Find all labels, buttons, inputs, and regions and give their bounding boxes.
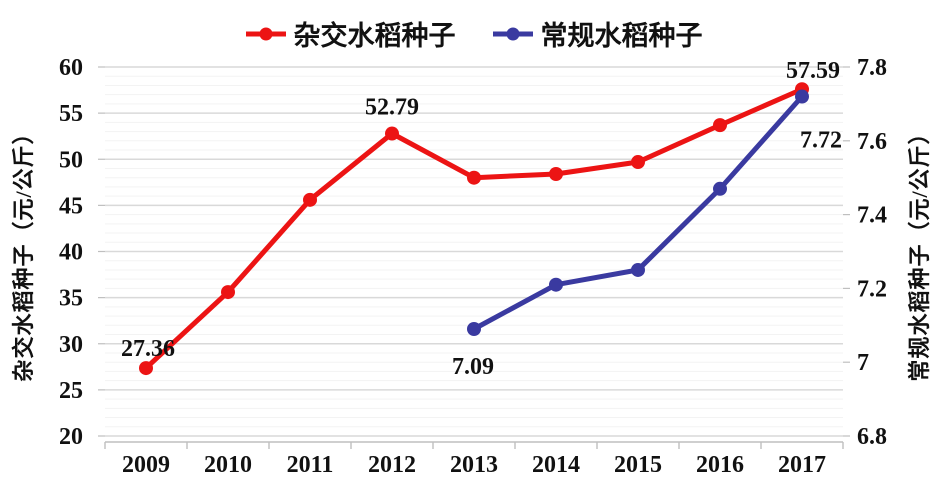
- x-axis-category-label: 2013: [450, 452, 498, 478]
- data-point-marker-0: [303, 192, 317, 207]
- right-axis-tick-label: 7.8: [857, 55, 887, 81]
- data-label: 7.72: [800, 128, 842, 154]
- legend-marker-conventional-line-dot-icon: [492, 27, 533, 40]
- data-point-marker-0: [221, 285, 235, 300]
- data-point-marker-1: [795, 89, 809, 104]
- right-axis-tick-label: 7.2: [857, 276, 887, 302]
- x-axis-category-label: 2012: [368, 452, 416, 478]
- left-axis-tick-label: 20: [59, 424, 83, 450]
- chart-legend: 杂交水稻种子 常规水稻种子: [0, 14, 947, 53]
- right-axis-tick-label: 7.6: [857, 129, 887, 155]
- data-label: 57.59: [786, 58, 840, 84]
- right-axis-tick-label: 7: [857, 350, 869, 376]
- x-axis-category-label: 2014: [532, 452, 580, 478]
- right-axis-tick-label: 7.4: [857, 203, 887, 229]
- data-point-marker-0: [631, 155, 645, 170]
- data-label: 7.09: [452, 354, 494, 380]
- left-axis-title: 杂交水稻种子（元/公斤）: [11, 121, 36, 381]
- right-axis-title: 常规水稻种子（元/公斤）: [907, 121, 932, 381]
- x-axis-category-label: 2017: [778, 452, 826, 478]
- data-point-marker-0: [385, 126, 399, 141]
- legend-label-conventional: 常规水稻种子: [540, 21, 703, 51]
- data-point-marker-1: [467, 321, 481, 336]
- legend-marker-hybrid-line-dot-icon: [245, 27, 286, 40]
- left-axis-tick-label: 60: [59, 55, 83, 81]
- left-axis-tick-label: 50: [59, 147, 83, 173]
- data-point-marker-0: [467, 170, 481, 185]
- x-axis-category-label: 2011: [287, 452, 334, 478]
- legend-item-hybrid-rice: 杂交水稻种子: [245, 14, 456, 53]
- left-axis-tick-label: 25: [59, 378, 83, 404]
- left-axis-tick-label: 55: [59, 101, 83, 127]
- left-axis-tick-label: 40: [59, 240, 83, 266]
- left-axis-tick-label: 45: [59, 193, 83, 219]
- left-axis-tick-label: 35: [59, 286, 83, 312]
- x-axis-category-label: 2009: [122, 452, 170, 478]
- x-axis-category-label: 2015: [614, 452, 662, 478]
- data-label: 52.79: [365, 95, 419, 121]
- legend-item-conventional-rice: 常规水稻种子: [492, 14, 703, 53]
- data-point-marker-1: [713, 181, 727, 196]
- data-label: 27.36: [121, 336, 175, 362]
- data-point-marker-0: [549, 167, 563, 182]
- data-point-marker-1: [549, 277, 563, 292]
- x-axis-category-label: 2016: [696, 452, 744, 478]
- left-axis-tick-label: 30: [59, 332, 83, 358]
- right-axis-tick-label: 6.8: [857, 424, 887, 450]
- data-point-marker-0: [713, 118, 727, 133]
- legend-label-hybrid: 杂交水稻种子: [293, 21, 456, 51]
- data-point-marker-0: [139, 361, 153, 376]
- x-axis-category-label: 2010: [204, 452, 252, 478]
- data-point-marker-1: [631, 262, 645, 277]
